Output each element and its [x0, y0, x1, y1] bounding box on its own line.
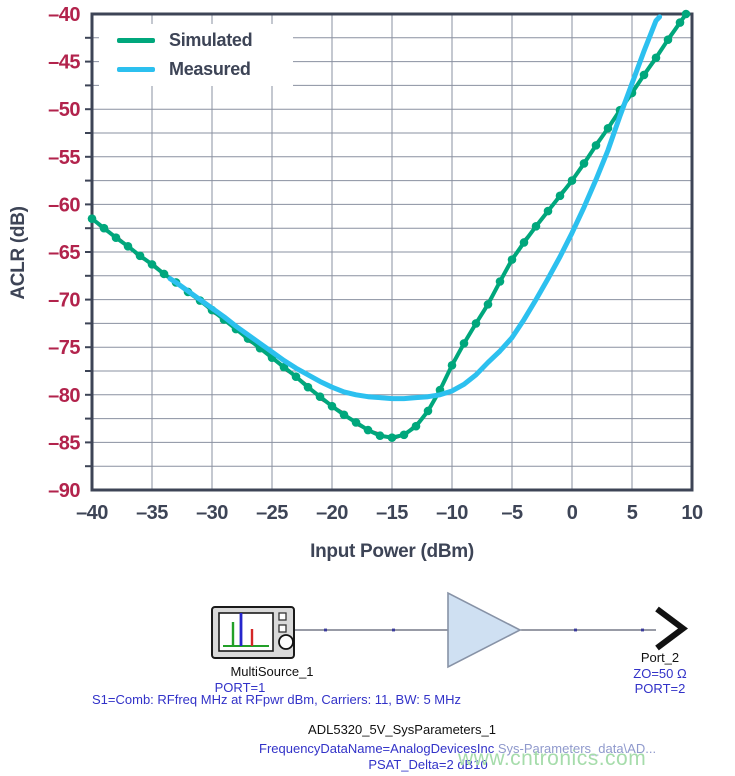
y-tick-label: –70 [48, 290, 80, 312]
amplifier-psat-param: PSAT_Delta=2 dB10 [368, 757, 488, 772]
y-tick-label: –90 [48, 480, 80, 502]
y-tick-label: –80 [48, 385, 80, 407]
amplifier-label: ADL5320_5V_SysParameters_1 [308, 722, 496, 737]
y-tick-label: –75 [48, 337, 80, 359]
simulated-marker [531, 221, 541, 231]
simulated-marker [315, 392, 325, 402]
instrument-button-icon [278, 624, 287, 633]
legend-item-simulated: Simulated [99, 30, 293, 51]
instrument-knob-icon [278, 634, 294, 650]
y-tick-label: –50 [48, 99, 80, 121]
measured-line [167, 14, 663, 402]
simulated-marker [603, 123, 613, 133]
simulated-marker [519, 238, 529, 247]
x-tick-label: –40 [76, 502, 108, 524]
port2-name: Port_2 [640, 650, 680, 665]
simulated-marker [351, 418, 361, 427]
simulated-marker [99, 223, 109, 233]
simulated-marker [399, 430, 409, 440]
multisource-label: MultiSource_1 [230, 664, 314, 679]
simulated-marker [483, 300, 493, 309]
simulated-marker [555, 191, 565, 201]
simulated-marker [543, 206, 553, 216]
simulated-marker [159, 269, 169, 279]
simulated-marker [147, 260, 157, 269]
x-tick-label: –10 [436, 502, 468, 524]
wire-node-icon [324, 628, 327, 632]
x-tick-label: –20 [316, 502, 348, 524]
port-arrow-icon[interactable] [655, 606, 688, 651]
legend-label-measured: Measured [169, 59, 251, 79]
simulated-marker [471, 319, 481, 328]
simulated-marker [135, 251, 145, 261]
y-tick-label: –85 [48, 432, 80, 454]
amplifier-icon[interactable] [447, 591, 522, 669]
y-tick-label: –60 [48, 194, 80, 216]
multisource-port-label: PORT=1 [214, 680, 266, 695]
y-tick-label: –65 [48, 242, 80, 264]
simulated-marker [339, 410, 349, 420]
simulated-marker [87, 214, 97, 223]
simulated-marker [363, 425, 373, 435]
x-tick-label: –30 [196, 502, 228, 524]
measured-line-swatch [117, 67, 155, 72]
simulated-marker [639, 70, 649, 80]
amplifier-frequency-param: FrequencyDataName=AnalogDevicesInc Sys-P… [259, 741, 656, 756]
x-axis-title: Input Power (dBm) [310, 541, 474, 562]
frequency-param-blue: FrequencyDataName=AnalogDevicesInc [259, 741, 495, 756]
wire-node-icon [392, 628, 395, 632]
simulated-marker [507, 255, 517, 264]
simulated-marker [459, 339, 469, 348]
port2-labels: Port_2 ZO=50 Ω PORT=2 [600, 650, 720, 697]
instrument-button-icon [278, 612, 287, 621]
y-tick-label: –45 [48, 52, 80, 74]
simulated-marker [495, 277, 505, 286]
simulated-line-swatch [117, 38, 155, 43]
simulated-marker [567, 176, 577, 185]
simulated-marker [279, 362, 289, 372]
x-tick-label: –5 [501, 502, 523, 524]
x-tick-label: –35 [136, 502, 168, 524]
port2-number: PORT=2 [634, 681, 686, 696]
x-tick-label: 0 [567, 502, 578, 524]
wire-node-icon [574, 628, 577, 632]
simulated-marker [123, 241, 133, 251]
chart-legend: Simulated Measured [99, 24, 293, 86]
simulated-marker [663, 35, 673, 45]
simulated-marker [423, 406, 433, 416]
simulated-marker [111, 233, 121, 243]
simulated-marker [579, 159, 589, 168]
x-tick-label: –15 [376, 502, 408, 524]
frequency-param-gray: Sys-Parameters_data\AD... [494, 741, 657, 756]
multisource-params: S1=Comb: RFfreq MHz at RFpwr dBm, Carrie… [92, 692, 462, 707]
simulated-marker [681, 9, 691, 19]
y-tick-label: –55 [48, 147, 80, 169]
instrument-screen [218, 612, 274, 652]
x-tick-label: 5 [627, 502, 638, 524]
x-tick-label: 10 [681, 502, 703, 524]
simulated-marker [411, 421, 421, 431]
legend-item-measured: Measured [99, 59, 293, 80]
wire-node-icon [641, 628, 644, 632]
simulated-marker [291, 372, 301, 382]
simulated-marker [447, 360, 457, 370]
legend-label-simulated: Simulated [169, 30, 253, 50]
y-tick-label: –40 [48, 4, 80, 26]
watermark: www.cntronics.com [458, 747, 647, 770]
plot-border [90, 12, 694, 492]
simulated-marker [651, 53, 661, 63]
x-tick-label: –25 [256, 502, 288, 524]
simulated-marker [303, 382, 313, 392]
port2-impedance: ZO=50 Ω [633, 665, 687, 681]
simulated-marker [375, 431, 385, 441]
simulated-marker [675, 18, 685, 27]
simulated-marker [327, 401, 337, 411]
simulated-marker [591, 141, 601, 150]
simulated-marker [387, 433, 397, 442]
multisource-icon[interactable] [211, 606, 295, 659]
